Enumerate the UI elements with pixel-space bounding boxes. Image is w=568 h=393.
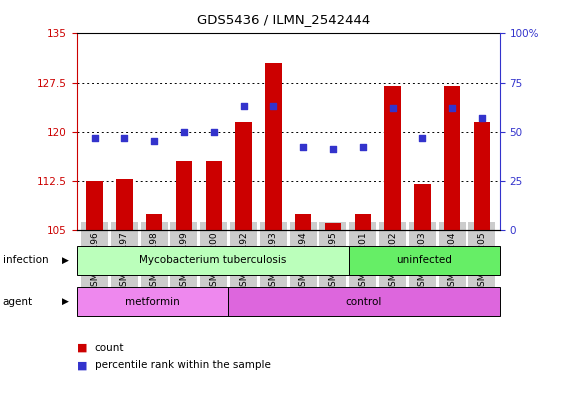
Text: ■: ■ — [77, 360, 87, 371]
Bar — [444, 86, 460, 230]
Bar — [295, 213, 311, 230]
Point — [299, 144, 308, 151]
Point — [209, 129, 218, 135]
Text: ■: ■ — [77, 343, 87, 353]
Bar — [325, 223, 341, 230]
Bar — [235, 122, 252, 230]
Bar — [77, 287, 228, 316]
Bar — [116, 180, 132, 230]
Point — [239, 103, 248, 109]
Bar — [265, 63, 282, 230]
Bar — [414, 184, 431, 230]
Text: metformin: metformin — [125, 297, 179, 307]
Bar — [146, 213, 162, 230]
Point — [448, 105, 457, 111]
Point — [388, 105, 397, 111]
Bar — [176, 161, 192, 230]
Point — [328, 146, 337, 152]
Point — [90, 134, 99, 141]
Text: infection: infection — [3, 255, 48, 265]
Text: agent: agent — [3, 297, 33, 307]
Text: control: control — [346, 297, 382, 307]
Bar — [474, 122, 490, 230]
Text: Mycobacterium tuberculosis: Mycobacterium tuberculosis — [139, 255, 286, 265]
Bar — [349, 246, 500, 275]
Text: uninfected: uninfected — [396, 255, 452, 265]
Text: percentile rank within the sample: percentile rank within the sample — [95, 360, 271, 371]
Bar — [385, 86, 401, 230]
Point — [120, 134, 129, 141]
Bar — [86, 181, 103, 230]
Bar — [354, 213, 371, 230]
Text: count: count — [95, 343, 124, 353]
Bar — [206, 161, 222, 230]
Text: GDS5436 / ILMN_2542444: GDS5436 / ILMN_2542444 — [197, 13, 371, 26]
Bar — [77, 246, 349, 275]
Bar — [228, 287, 500, 316]
Point — [179, 129, 189, 135]
Point — [478, 115, 487, 121]
Text: ▶: ▶ — [62, 256, 69, 265]
Point — [358, 144, 367, 151]
Point — [418, 134, 427, 141]
Text: ▶: ▶ — [62, 297, 69, 306]
Point — [149, 138, 158, 145]
Point — [269, 103, 278, 109]
